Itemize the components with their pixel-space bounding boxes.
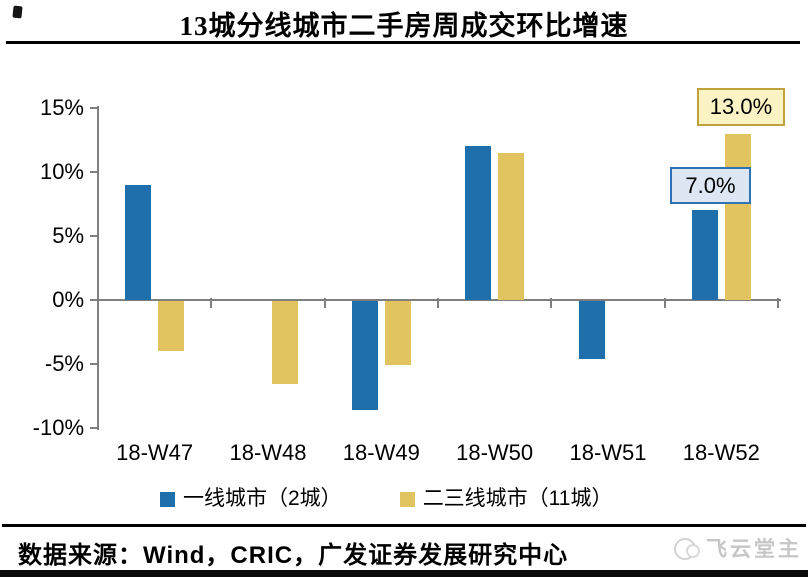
legend: 一线城市（2城） 二三线城市（11城） xyxy=(160,487,613,511)
bar-一线城市（2城）-18-W52 xyxy=(691,210,718,300)
x-axis-tick xyxy=(210,298,213,308)
x-axis-tick xyxy=(323,298,326,308)
y-axis-tick xyxy=(90,363,98,365)
bar-一线城市（2城）-18-W49 xyxy=(351,301,378,410)
x-axis-tick-label: 18-W47 xyxy=(116,440,194,465)
y-axis-tick-label: 0% xyxy=(52,287,84,312)
data-source-text: 数据来源：Wind，CRIC，广发证券发展研究中心 xyxy=(18,542,569,569)
x-axis-tick-label: 18-W48 xyxy=(229,440,307,465)
x-axis-tick-label: 18-W52 xyxy=(682,440,760,465)
bottom-border xyxy=(0,570,808,577)
y-axis-tick xyxy=(90,107,98,109)
bar-一线城市（2城）-18-W47 xyxy=(125,184,152,300)
bar-二三线城市（11城）-18-W48 xyxy=(271,301,298,385)
legend-label: 一线城市（2城） xyxy=(183,487,342,510)
y-axis-tick-label: -10% xyxy=(32,415,84,440)
x-axis-tick xyxy=(437,298,439,308)
chart-title: 13城分线城市二手房周成交环比增速 xyxy=(179,11,629,41)
annotation-label: 7.0% xyxy=(685,172,736,198)
legend-item-tier2-3: 二三线城市（11城） xyxy=(399,487,613,511)
bar-一线城市（2城）-18-W51 xyxy=(578,301,605,359)
x-axis-tick-label: 18-W49 xyxy=(342,440,420,465)
y-axis-tick xyxy=(90,171,98,173)
watermark: 飞云堂主 xyxy=(674,533,802,563)
bar-二三线城市（11城）-18-W52 xyxy=(724,133,751,300)
y-axis-tick xyxy=(90,427,98,429)
footer-divider xyxy=(2,524,806,527)
annotation-label: 13.0% xyxy=(709,94,773,119)
legend-swatch-blue xyxy=(160,491,175,507)
legend-item-tier1: 一线城市（2城） xyxy=(160,487,342,511)
x-axis-tick xyxy=(777,298,779,308)
y-axis-tick xyxy=(90,299,98,301)
y-axis-tick-label: 5% xyxy=(52,223,84,248)
bar-二三线城市（11城）-18-W47 xyxy=(158,301,185,351)
x-axis-tick-label: 18-W50 xyxy=(456,440,534,465)
x-axis-tick-label: 18-W51 xyxy=(569,440,647,465)
title-divider xyxy=(6,41,800,44)
zero-baseline xyxy=(97,299,781,301)
annotation-tier1-value: 7.0% xyxy=(670,167,751,204)
y-axis-line xyxy=(97,106,99,430)
x-axis-tick xyxy=(550,298,553,308)
y-axis-tick-label: 10% xyxy=(39,159,84,184)
annotation-tier2-3-value: 13.0% xyxy=(697,88,785,126)
y-axis-tick-label: 15% xyxy=(39,95,84,120)
bar-二三线城市（11城）-18-W50 xyxy=(498,152,525,300)
x-axis-tick xyxy=(663,298,666,308)
bar-一线城市（2城）-18-W50 xyxy=(465,146,492,300)
bird-logo-icon xyxy=(674,536,700,560)
legend-swatch-yellow xyxy=(399,491,415,507)
legend-label: 二三线城市（11城） xyxy=(422,487,613,510)
y-axis-tick xyxy=(90,235,98,237)
watermark-text: 飞云堂主 xyxy=(706,538,802,561)
y-axis-tick-label: -5% xyxy=(44,351,84,376)
bar-二三线城市（11城）-18-W49 xyxy=(384,301,411,365)
